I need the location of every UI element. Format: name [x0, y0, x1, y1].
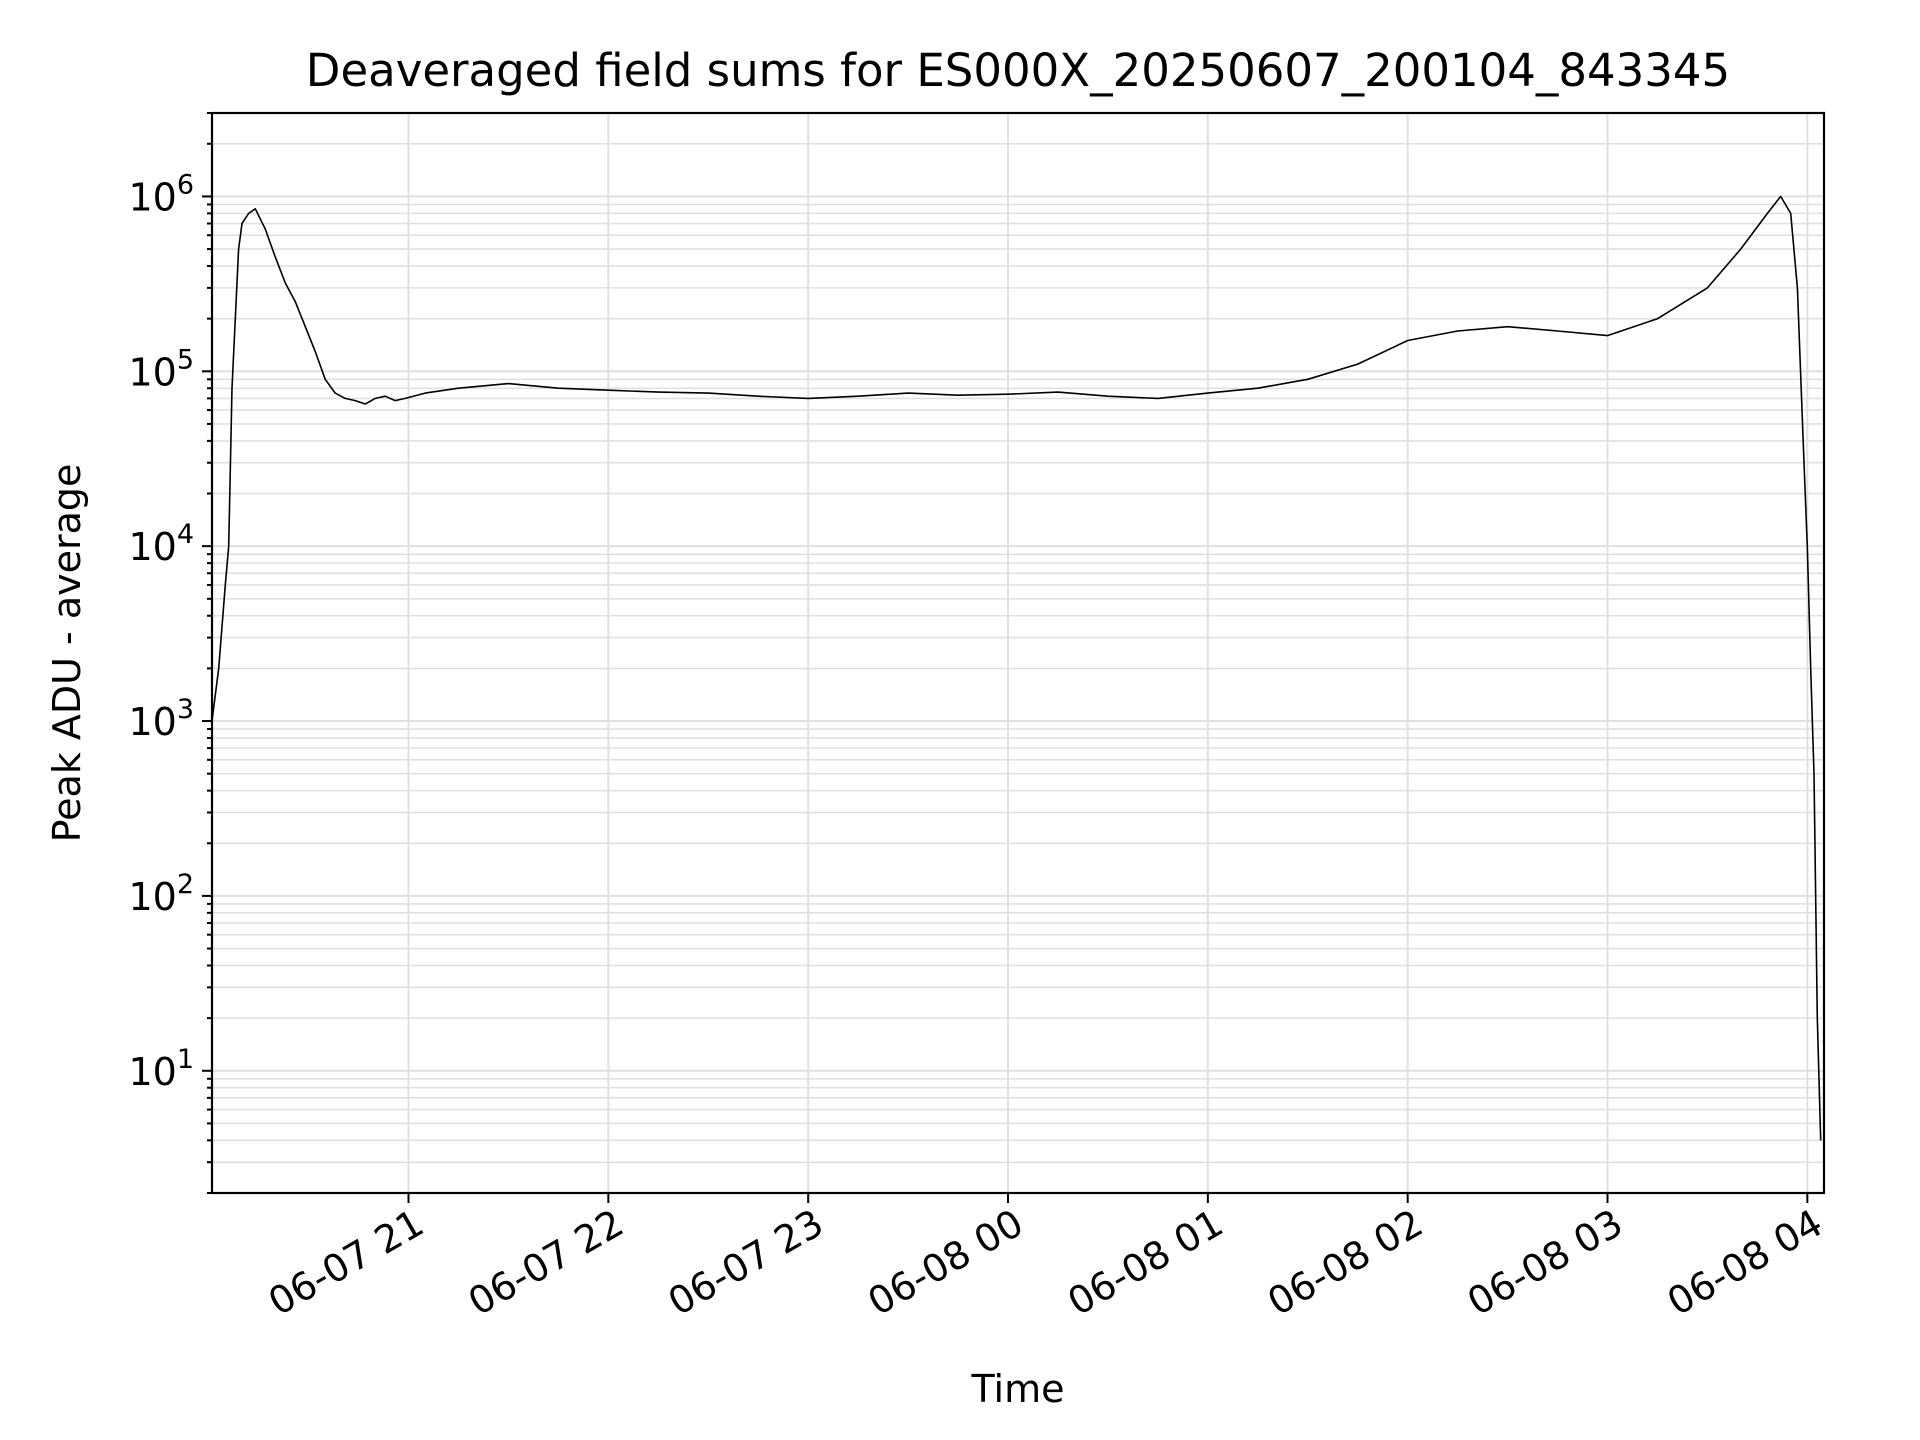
- series-line-1: [211, 195, 1822, 1141]
- y-tick-label: 103: [128, 694, 194, 744]
- y-tick-label: 105: [128, 344, 194, 394]
- y-tick-label: 106: [128, 169, 194, 219]
- plot-frame: [210, 111, 1826, 1195]
- chart-title: Deaveraged field sums for ES000X_2025060…: [306, 44, 1730, 97]
- x-axis-label: Time: [971, 1367, 1065, 1411]
- y-tick-label: 104: [128, 519, 194, 569]
- y-axis: 101 102 103 104 105 106: [128, 112, 212, 1194]
- series-layer: [211, 195, 1822, 1141]
- y-tick-label: 101: [128, 1044, 194, 1094]
- grid: [212, 112, 1824, 1194]
- y-axis-label: Peak ADU - average: [45, 464, 89, 843]
- y-tick-label: 102: [128, 869, 194, 919]
